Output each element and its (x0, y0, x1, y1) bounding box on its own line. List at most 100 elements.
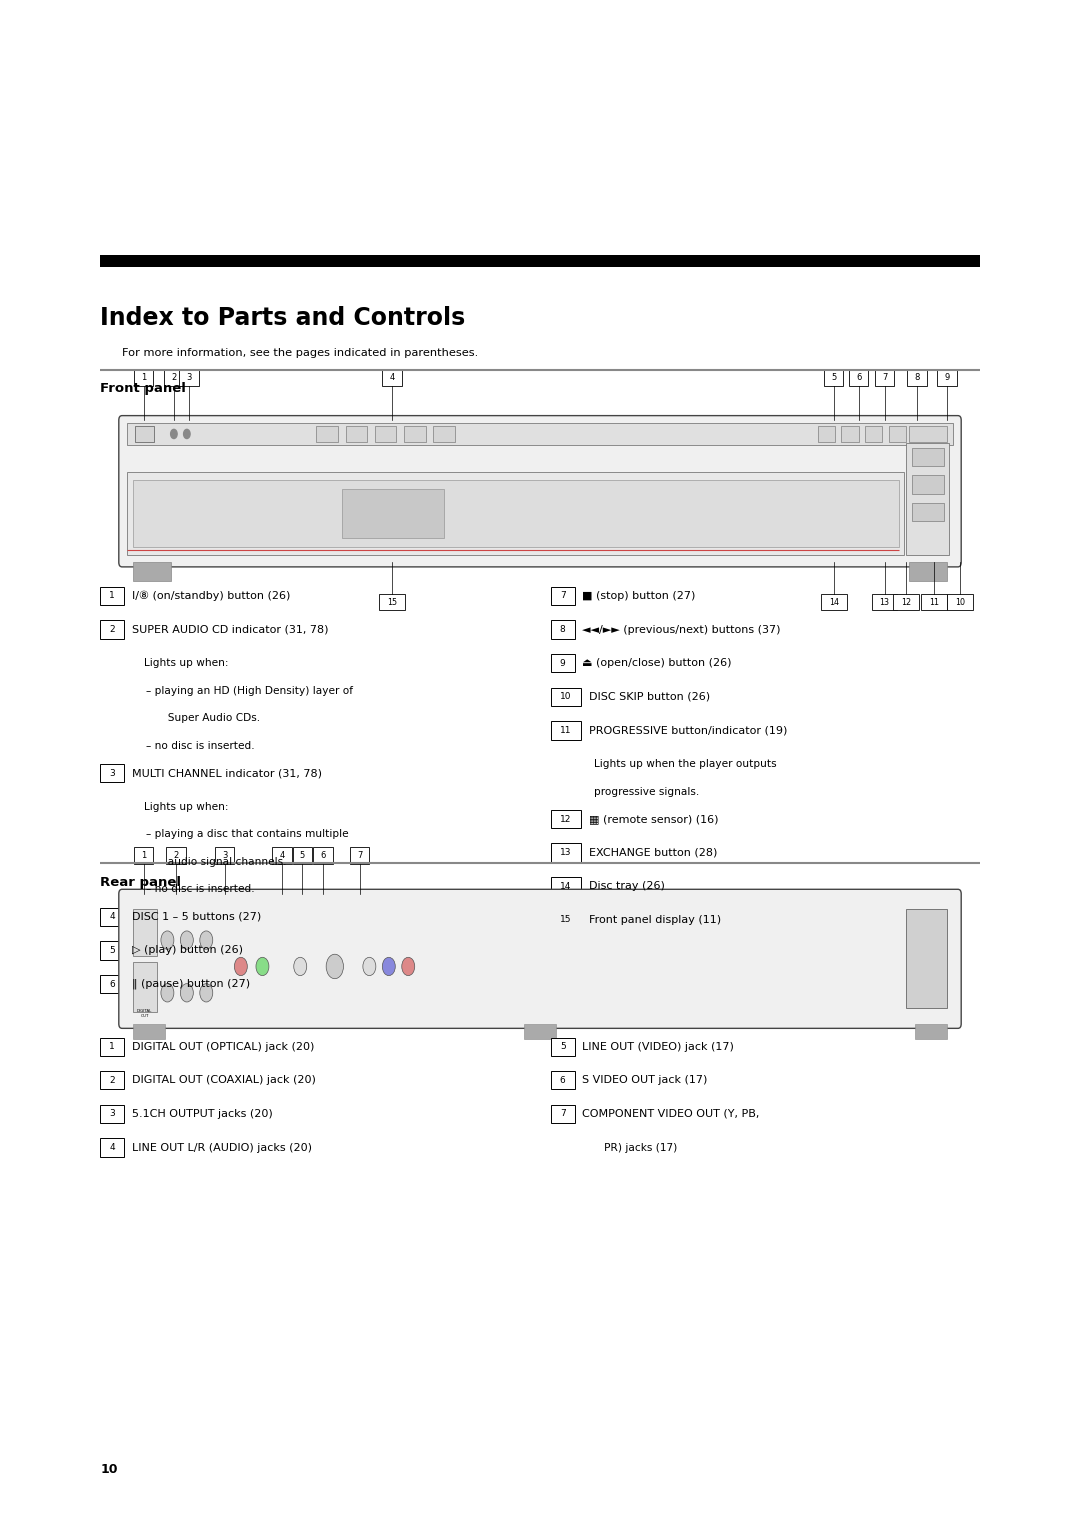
Bar (133, 480, 899, 547)
Text: 11: 11 (561, 726, 571, 735)
Text: 6: 6 (109, 979, 116, 989)
Bar (375, 426, 396, 442)
Text: – no disc is inserted.: – no disc is inserted. (146, 741, 255, 750)
Text: 13: 13 (879, 597, 890, 607)
Bar (100, 764, 124, 782)
Text: Lights up when the player outputs: Lights up when the player outputs (594, 759, 777, 769)
Text: LINE OUT L/R (AUDIO) jacks (20): LINE OUT L/R (AUDIO) jacks (20) (132, 1143, 312, 1152)
Text: DIGITAL OUT (OPTICAL) jack (20): DIGITAL OUT (OPTICAL) jack (20) (132, 1042, 314, 1051)
Circle shape (171, 429, 177, 439)
Bar (821, 593, 847, 610)
Bar (524, 1024, 556, 1039)
Bar (912, 503, 944, 521)
Text: 9: 9 (945, 373, 949, 382)
Bar (551, 1105, 575, 1123)
Text: 15: 15 (561, 915, 571, 924)
Bar (551, 654, 575, 672)
Bar (893, 593, 919, 610)
Text: LINE OUT (VIDEO) jack (17): LINE OUT (VIDEO) jack (17) (582, 1042, 734, 1051)
Bar (551, 810, 581, 828)
Bar (947, 593, 973, 610)
Bar (818, 426, 835, 442)
Bar (346, 426, 367, 442)
Text: 2: 2 (109, 625, 116, 634)
Bar (100, 941, 124, 960)
Text: SUPER AUDIO CD indicator (31, 78): SUPER AUDIO CD indicator (31, 78) (132, 625, 328, 634)
Text: 14: 14 (561, 882, 571, 891)
Bar (912, 475, 944, 494)
Bar (100, 908, 124, 926)
Bar (100, 255, 980, 267)
Bar (379, 593, 405, 610)
Text: ◄◄/►► (previous/next) buttons (37): ◄◄/►► (previous/next) buttons (37) (582, 625, 781, 634)
Text: ▷ (play) button (26): ▷ (play) button (26) (132, 946, 243, 955)
Bar (134, 368, 153, 385)
Text: 5: 5 (300, 851, 305, 860)
Text: 7: 7 (559, 591, 566, 601)
Text: 14: 14 (828, 597, 839, 607)
Text: 3: 3 (222, 851, 227, 860)
Bar (100, 1138, 124, 1157)
Text: COMPONENT VIDEO OUT (Y, PB,: COMPONENT VIDEO OUT (Y, PB, (582, 1109, 759, 1118)
Text: audio signal channels.: audio signal channels. (161, 857, 286, 866)
Bar (341, 489, 445, 538)
Text: ■ (stop) button (27): ■ (stop) button (27) (582, 591, 696, 601)
Text: PR) jacks (17): PR) jacks (17) (594, 1143, 677, 1152)
Bar (551, 1071, 575, 1089)
Text: 5.1CH OUTPUT jacks (20): 5.1CH OUTPUT jacks (20) (132, 1109, 272, 1118)
Bar (906, 909, 947, 1008)
Circle shape (161, 984, 174, 1002)
Text: 1: 1 (141, 373, 146, 382)
Circle shape (402, 957, 415, 976)
Text: S VIDEO OUT jack (17): S VIDEO OUT jack (17) (582, 1076, 707, 1085)
Bar (100, 975, 124, 993)
Bar (404, 426, 426, 442)
Text: ‖ (pause) button (27): ‖ (pause) button (27) (132, 979, 249, 989)
Text: Index to Parts and Controls: Index to Parts and Controls (100, 306, 465, 330)
Circle shape (234, 957, 247, 976)
Text: 4: 4 (109, 1143, 116, 1152)
Text: 6: 6 (856, 373, 861, 382)
Text: 5: 5 (559, 1042, 566, 1051)
Bar (912, 448, 944, 466)
Text: 1: 1 (109, 1042, 116, 1051)
Bar (164, 368, 184, 385)
Text: EXCHANGE button (28): EXCHANGE button (28) (589, 848, 717, 857)
Text: Lights up when:: Lights up when: (144, 802, 228, 811)
Text: 15: 15 (387, 597, 397, 607)
Text: PROGRESSIVE button/indicator (19): PROGRESSIVE button/indicator (19) (589, 726, 787, 735)
Text: 4: 4 (280, 851, 284, 860)
Text: Front panel display (11): Front panel display (11) (589, 915, 720, 924)
Bar (551, 587, 575, 605)
Bar (551, 843, 581, 862)
Text: 10: 10 (955, 597, 966, 607)
Circle shape (363, 957, 376, 976)
Text: DISC 1 – 5 buttons (27): DISC 1 – 5 buttons (27) (132, 912, 261, 921)
Bar (865, 426, 882, 442)
Text: 3: 3 (109, 1109, 116, 1118)
Text: 4: 4 (109, 912, 116, 921)
Bar (909, 426, 947, 442)
Circle shape (200, 931, 213, 949)
Circle shape (294, 957, 307, 976)
Bar (166, 847, 186, 865)
Bar (433, 426, 455, 442)
Bar (100, 620, 124, 639)
Bar (135, 426, 154, 442)
Bar (179, 368, 199, 385)
Bar (551, 1038, 575, 1056)
Bar (133, 562, 171, 581)
Bar (215, 847, 234, 865)
Text: 3: 3 (109, 769, 116, 778)
Text: 7: 7 (357, 851, 362, 860)
Text: 8: 8 (559, 625, 566, 634)
Text: ⏏ (open/close) button (26): ⏏ (open/close) button (26) (582, 659, 731, 668)
Text: Rear panel: Rear panel (100, 876, 181, 889)
Text: – no disc is inserted.: – no disc is inserted. (146, 885, 255, 894)
Bar (841, 426, 859, 442)
Text: 9: 9 (559, 659, 566, 668)
Text: For more information, see the pages indicated in parentheses.: For more information, see the pages indi… (122, 348, 478, 359)
Bar (907, 368, 927, 385)
Bar (272, 847, 292, 865)
Bar (551, 721, 581, 740)
